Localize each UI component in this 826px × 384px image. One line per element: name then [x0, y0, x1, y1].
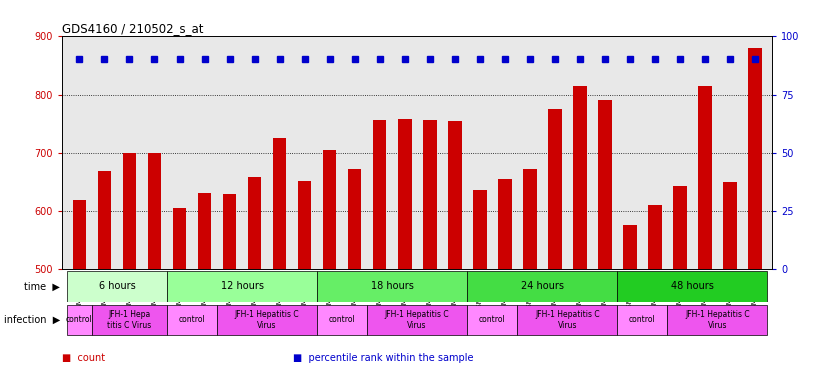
Bar [367, 305, 468, 335]
Bar [373, 120, 387, 269]
Bar [273, 138, 287, 269]
Bar [573, 86, 586, 269]
Text: time  ▶: time ▶ [25, 281, 60, 291]
Text: control: control [329, 315, 355, 324]
Bar [217, 305, 317, 335]
Bar [297, 180, 311, 269]
Text: ■  percentile rank within the sample: ■ percentile rank within the sample [293, 353, 474, 363]
Bar [448, 121, 462, 269]
Bar [748, 48, 762, 269]
Bar [517, 305, 617, 335]
Text: 48 hours: 48 hours [671, 281, 714, 291]
Bar [122, 153, 136, 269]
Bar [468, 271, 617, 301]
Bar [348, 169, 362, 269]
Bar [317, 305, 367, 335]
Bar [698, 86, 712, 269]
Text: infection  ▶: infection ▶ [4, 315, 60, 325]
Text: control: control [66, 315, 93, 324]
Text: ■  count: ■ count [62, 353, 105, 363]
Bar [723, 182, 737, 269]
Bar [623, 225, 637, 269]
Text: control: control [629, 315, 656, 324]
Text: GDS4160 / 210502_s_at: GDS4160 / 210502_s_at [62, 22, 203, 35]
Bar [472, 190, 487, 269]
Bar [223, 194, 236, 269]
Text: control: control [479, 315, 506, 324]
Bar [323, 150, 336, 269]
Text: 18 hours: 18 hours [371, 281, 414, 291]
Text: 12 hours: 12 hours [221, 281, 263, 291]
Bar [73, 200, 87, 269]
Bar [423, 120, 436, 269]
Bar [67, 305, 92, 335]
Bar [673, 186, 686, 269]
Bar [598, 100, 611, 269]
Bar [398, 119, 411, 269]
Bar [173, 208, 187, 269]
Text: control: control [178, 315, 206, 324]
Bar [548, 109, 562, 269]
Text: JFH-1 Hepatitis C
Virus: JFH-1 Hepatitis C Virus [685, 310, 749, 329]
Text: JFH-1 Hepatitis C
Virus: JFH-1 Hepatitis C Virus [385, 310, 449, 329]
Text: JFH-1 Hepa
titis C Virus: JFH-1 Hepa titis C Virus [107, 310, 152, 329]
Text: 24 hours: 24 hours [520, 281, 563, 291]
Bar [523, 169, 537, 269]
Bar [498, 179, 511, 269]
Bar [167, 271, 317, 301]
Bar [617, 305, 667, 335]
Bar [197, 193, 211, 269]
Text: 6 hours: 6 hours [98, 281, 135, 291]
Bar [648, 205, 662, 269]
Bar [468, 305, 517, 335]
Bar [67, 271, 167, 301]
Text: JFH-1 Hepatitis C
Virus: JFH-1 Hepatitis C Virus [535, 310, 600, 329]
Bar [248, 177, 261, 269]
Bar [317, 271, 468, 301]
Bar [148, 153, 161, 269]
Bar [167, 305, 217, 335]
Bar [617, 271, 767, 301]
Text: JFH-1 Hepatitis C
Virus: JFH-1 Hepatitis C Virus [235, 310, 299, 329]
Bar [97, 171, 112, 269]
Bar [92, 305, 167, 335]
Bar [667, 305, 767, 335]
